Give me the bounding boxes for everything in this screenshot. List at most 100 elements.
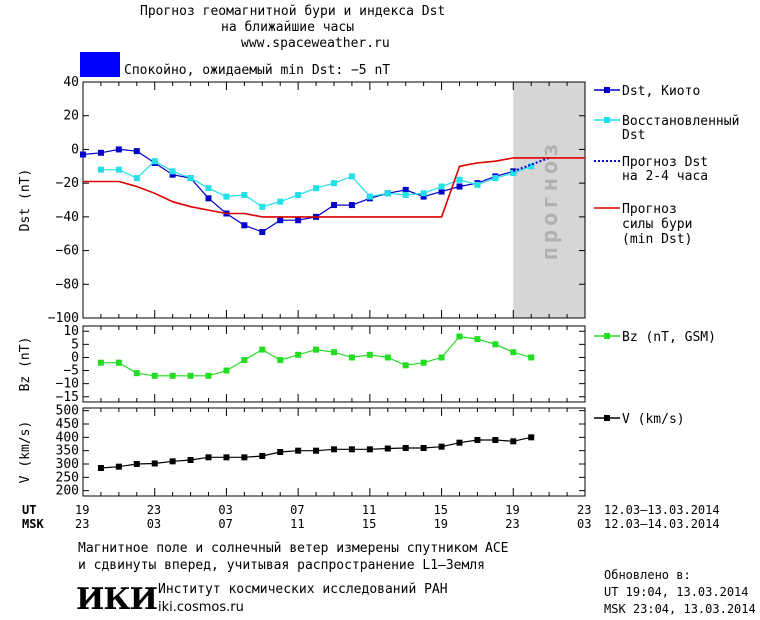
data-point (97, 359, 104, 366)
data-point (169, 168, 176, 175)
website-url[interactable]: www.spaceweather.ru (241, 36, 390, 51)
dst-panel: 40 20 0 −20 −40 −60 −80 −100 Dst (nT) (18, 75, 586, 326)
data-point (223, 367, 230, 374)
data-point (510, 438, 517, 445)
data-point (331, 446, 337, 453)
data-point (438, 183, 445, 190)
data-point (456, 183, 463, 190)
msk-tick-label: 23 (75, 517, 90, 531)
data-point (187, 457, 194, 463)
data-point (474, 336, 481, 343)
legend-dst-label: Dst, Киото (622, 84, 700, 99)
ut-tick-label: 19 (75, 503, 90, 517)
y-tick-label: 20 (63, 109, 79, 124)
updated-msk: MSK 23:04, 13.03.2014 (604, 602, 756, 616)
y-tick-label: 5 (71, 337, 79, 352)
data-point (474, 437, 481, 443)
data-point (277, 357, 284, 364)
data-point (313, 346, 320, 353)
data-point (384, 354, 391, 361)
data-point (331, 202, 337, 209)
data-point (205, 185, 212, 192)
data-point (133, 461, 140, 467)
data-point (438, 354, 445, 361)
data-point (169, 458, 176, 465)
y-tick-label: −15 (56, 390, 79, 405)
data-point (241, 454, 248, 461)
data-point (492, 175, 499, 182)
data-point (366, 193, 373, 200)
data-point (384, 190, 391, 197)
data-point (259, 346, 266, 353)
y-tick-label: 0 (71, 142, 79, 157)
forecast-region-label: прогноз (538, 140, 563, 261)
data-point (366, 446, 373, 453)
institute-url[interactable]: iki.cosmos.ru (158, 600, 244, 615)
data-point (133, 370, 140, 377)
data-point (241, 357, 248, 364)
data-point (151, 460, 158, 467)
msk-tick-label: 11 (290, 517, 305, 531)
data-point (456, 439, 463, 446)
data-point (510, 349, 517, 356)
data-point (331, 349, 337, 356)
data-point (402, 445, 409, 451)
msk-tick-label: 03 (577, 517, 592, 531)
data-point (348, 354, 355, 361)
data-point (528, 354, 535, 361)
msk-tick-label: 19 (433, 517, 449, 531)
data-point (115, 166, 122, 173)
data-point (420, 445, 427, 451)
y-tick-label: 40 (63, 75, 79, 90)
data-point (169, 171, 176, 178)
y-tick-label: −100 (48, 311, 79, 326)
y-tick-label: 450 (56, 417, 79, 432)
data-point (420, 190, 427, 197)
data-point (223, 454, 230, 461)
data-point (115, 463, 122, 470)
data-point (438, 188, 445, 195)
msk-axis-label: MSK (22, 517, 44, 531)
legend-storm-label-2: силы бури (622, 217, 692, 232)
ut-tick-label: 11 (361, 503, 377, 517)
data-point (313, 447, 320, 454)
data-point (80, 151, 86, 158)
msk-date-range: 12.03–14.03.2014 (604, 517, 720, 531)
legend-storm-label-3: (min Dst) (622, 232, 692, 247)
ut-tick-label: 07 (290, 503, 305, 517)
y-tick-label: 200 (56, 484, 79, 499)
data-point (295, 351, 302, 358)
data-point (295, 447, 302, 454)
data-point (492, 437, 499, 443)
msk-tick-label: 03 (146, 517, 162, 531)
legend-storm-label: Прогноз (622, 202, 677, 217)
y-tick-label: 400 (56, 430, 79, 445)
data-point (313, 185, 320, 192)
data-point (456, 333, 463, 340)
ut-tick-label: 03 (218, 503, 233, 517)
legend-dst-sample-marker (604, 87, 610, 93)
y-tick-label: 250 (56, 470, 79, 485)
status-color-box (80, 52, 120, 77)
y-tick-label: 10 (63, 324, 79, 339)
data-point (402, 186, 409, 193)
y-tick-label: 300 (56, 457, 79, 472)
data-point (97, 166, 104, 173)
legend-v-label: V (km/s) (622, 412, 685, 427)
legend-bz-sample-marker (604, 333, 610, 339)
data-point (277, 198, 284, 205)
data-point (169, 372, 176, 379)
data-point (348, 202, 355, 209)
msk-tick-label: 07 (218, 517, 233, 531)
footer-note-line2: и сдвинуты вперед, учитывая распростране… (78, 558, 485, 573)
legend-forecast-label-2: на 2-4 часа (622, 169, 708, 184)
series-line (83, 157, 585, 218)
ut-tick-label: 19 (505, 503, 520, 517)
data-point (277, 217, 284, 224)
iki-logo: ИКИ (76, 582, 158, 617)
data-point (133, 175, 140, 182)
data-point (241, 191, 248, 198)
y-tick-label: 0 (71, 350, 79, 365)
